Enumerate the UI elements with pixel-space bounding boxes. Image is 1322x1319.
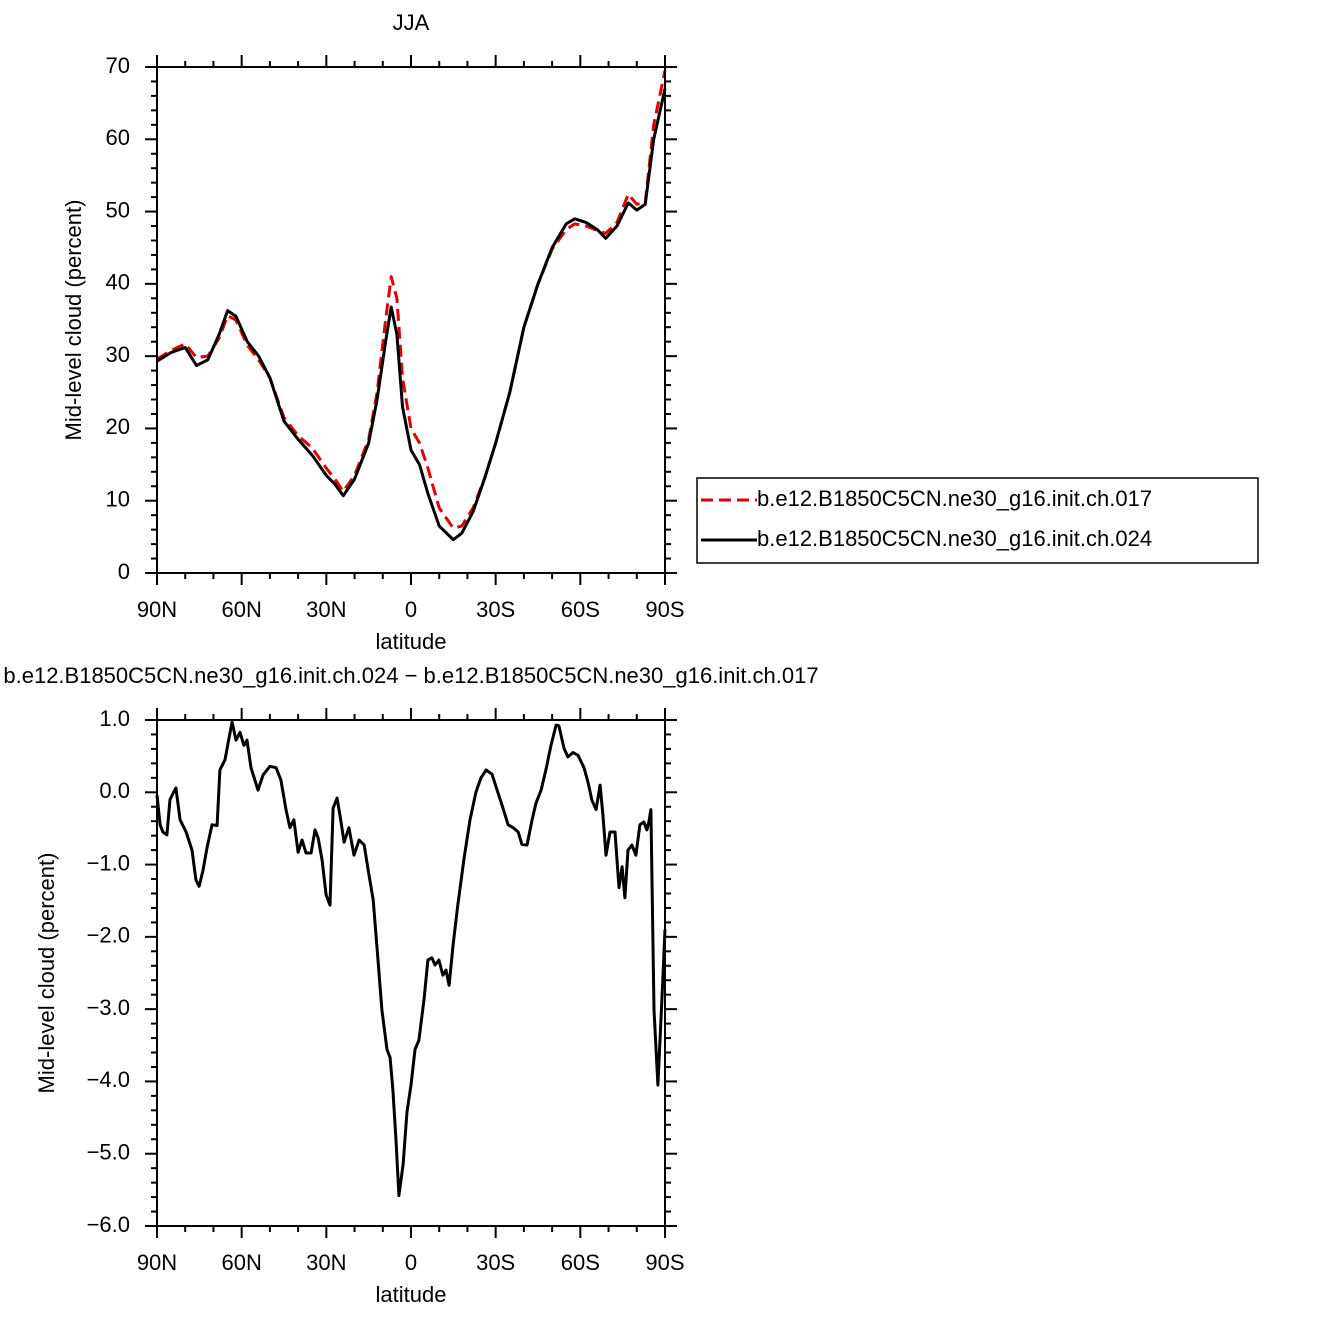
y-tick-label: 10 (106, 487, 130, 512)
x-tick-label: 30N (306, 597, 346, 622)
x-tick-label: 30S (476, 597, 515, 622)
y-axis-label: Mid-level cloud (percent) (61, 200, 86, 441)
x-tick-label: 60N (221, 597, 261, 622)
series-line (155, 720, 667, 1198)
x-axis-label: latitude (376, 629, 447, 654)
y-tick-label: 20 (106, 414, 130, 439)
y-tick-label: 0 (118, 559, 130, 584)
x-tick-label: 90S (645, 597, 684, 622)
y-tick-label: −3.0 (87, 995, 130, 1020)
x-tick-label: 90S (645, 1250, 684, 1275)
plot-frame (156, 66, 666, 574)
legend-label: b.e12.B1850C5CN.ne30_g16.init.ch.017 (757, 486, 1152, 511)
y-tick-label: −4.0 (87, 1067, 130, 1092)
x-tick-label: 30S (476, 1250, 515, 1275)
y-tick-label: −1.0 (87, 850, 130, 875)
y-tick-label: −2.0 (87, 923, 130, 948)
series-line (156, 70, 667, 530)
legend-box (696, 477, 1259, 564)
y-tick-label: 70 (106, 53, 130, 78)
x-tick-label: 30N (306, 1250, 346, 1275)
x-tick-label: 60S (561, 1250, 600, 1275)
x-tick-label: 60S (561, 597, 600, 622)
series-line (156, 88, 667, 542)
plot-frame (156, 719, 666, 1227)
legend-label: b.e12.B1850C5CN.ne30_g16.init.ch.024 (757, 526, 1152, 551)
x-tick-label: 0 (405, 1250, 417, 1275)
y-tick-label: 30 (106, 342, 130, 367)
y-tick-label: 0.0 (99, 778, 130, 803)
y-tick-label: 1.0 (99, 706, 130, 731)
chart-title: b.e12.B1850C5CN.ne30_g16.init.ch.024 − b… (3, 663, 818, 688)
chart-title: JJA (393, 10, 430, 35)
y-tick-label: −5.0 (87, 1140, 130, 1165)
x-tick-label: 90N (137, 597, 177, 622)
y-tick-label: 50 (106, 197, 130, 222)
y-tick-label: −6.0 (87, 1212, 130, 1237)
y-tick-label: 60 (106, 125, 130, 150)
x-tick-label: 0 (405, 597, 417, 622)
x-axis-label: latitude (376, 1282, 447, 1307)
x-tick-label: 60N (221, 1250, 261, 1275)
y-tick-label: 40 (106, 270, 130, 295)
x-tick-label: 90N (137, 1250, 177, 1275)
y-axis-label: Mid-level cloud (percent) (34, 853, 59, 1094)
